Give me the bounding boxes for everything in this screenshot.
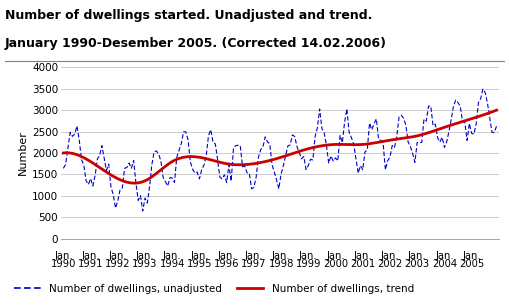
Text: Jan.: Jan. [462,251,481,261]
Text: 2005: 2005 [459,259,484,269]
Text: 1990: 1990 [51,259,76,269]
Text: 2004: 2004 [432,259,457,269]
Text: Jan.: Jan. [190,251,209,261]
Text: 1993: 1993 [132,259,158,269]
Text: Jan.: Jan. [54,251,73,261]
Y-axis label: Number: Number [18,131,28,175]
Text: Jan.: Jan. [163,251,182,261]
Text: Jan.: Jan. [435,251,454,261]
Text: Jan.: Jan. [136,251,154,261]
Text: 1997: 1997 [241,259,267,269]
Text: 2001: 2001 [350,259,375,269]
Legend: Number of dwellings, unadjusted, Number of dwellings, trend: Number of dwellings, unadjusted, Number … [10,279,418,298]
Text: Jan.: Jan. [217,251,236,261]
Text: Jan.: Jan. [244,251,263,261]
Text: Jan.: Jan. [299,251,318,261]
Text: 1996: 1996 [214,259,239,269]
Text: Number of dwellings started. Unadjusted and trend.: Number of dwellings started. Unadjusted … [5,9,373,22]
Text: 1992: 1992 [105,259,130,269]
Text: Jan.: Jan. [408,251,427,261]
Text: Jan.: Jan. [108,251,127,261]
Text: 2002: 2002 [377,259,403,269]
Text: Jan.: Jan. [272,251,291,261]
Text: January 1990-Desember 2005. (Corrected 14.02.2006): January 1990-Desember 2005. (Corrected 1… [5,37,387,50]
Text: 1999: 1999 [296,259,321,269]
Text: Jan.: Jan. [381,251,399,261]
Text: 1995: 1995 [187,259,212,269]
Text: 1994: 1994 [159,259,185,269]
Text: 2003: 2003 [405,259,430,269]
Text: 1991: 1991 [78,259,103,269]
Text: Jan.: Jan. [353,251,372,261]
Text: Jan.: Jan. [81,251,100,261]
Text: 1998: 1998 [268,259,294,269]
Text: Jan.: Jan. [326,251,345,261]
Text: 2000: 2000 [323,259,348,269]
